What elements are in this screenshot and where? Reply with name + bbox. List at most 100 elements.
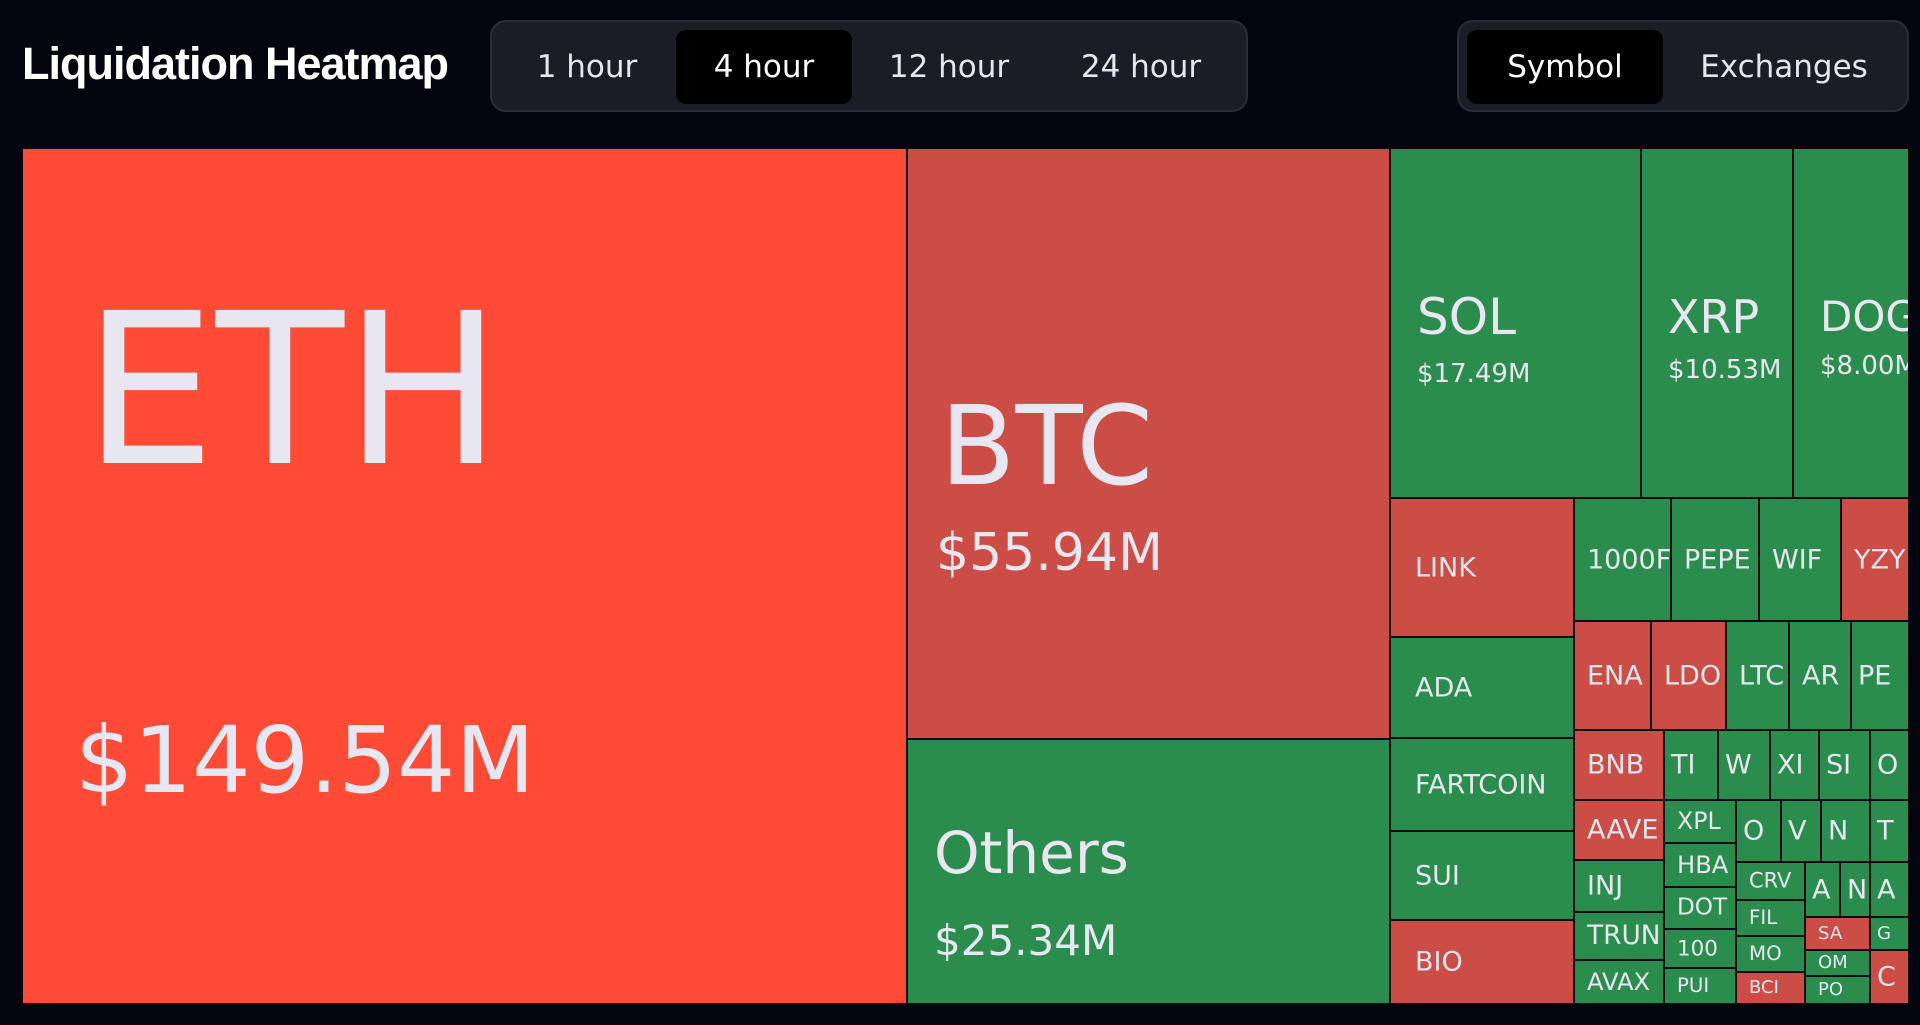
tab-24-hour[interactable]: 24 hour	[1080, 49, 1202, 85]
tile-symbol: BNB	[1587, 749, 1645, 781]
tile-fartcoin[interactable]: FARTCOIN	[1390, 738, 1574, 831]
tile-symbol: V	[1788, 815, 1807, 847]
tile-sa[interactable]: SA	[1805, 917, 1870, 950]
tile-symbol: XPL	[1677, 806, 1721, 835]
tile-sol[interactable]: SOL $17.49M	[1390, 148, 1641, 498]
tile-g[interactable]: G	[1870, 917, 1909, 950]
tile-symbol: ETH	[83, 268, 502, 513]
tile-symbol: LDO	[1664, 660, 1722, 691]
tile-symbol: W	[1725, 749, 1752, 781]
tile-ar[interactable]: AR	[1789, 621, 1851, 730]
tile-dog[interactable]: DOG $8.00M	[1793, 148, 1909, 498]
tile-value: $10.53M	[1668, 355, 1782, 385]
tile-hba[interactable]: HBA	[1664, 843, 1736, 887]
page-title: Liquidation Heatmap	[22, 38, 449, 89]
tile-symbol: N	[1847, 874, 1868, 905]
tile-v[interactable]: V	[1781, 800, 1821, 862]
tile-symbol: HBA	[1677, 850, 1729, 879]
tile-dot[interactable]: DOT	[1664, 887, 1736, 929]
tile-symbol: AR	[1802, 660, 1840, 691]
tile-aave[interactable]: AAVE	[1574, 800, 1664, 860]
tile-xi[interactable]: XI	[1770, 730, 1819, 800]
tile-si[interactable]: SI	[1819, 730, 1870, 800]
tile-value: $55.94M	[936, 523, 1163, 583]
tile-symbol: 100	[1677, 935, 1718, 961]
tile-1000f[interactable]: 1000F	[1574, 498, 1671, 621]
tile-symbol: ENA	[1587, 660, 1643, 691]
tile-link[interactable]: LINK	[1390, 498, 1574, 637]
liquidation-treemap: ETH $149.54M BTC $55.94M Others $25.34M SOL $17…	[22, 148, 1909, 1004]
tile-ti[interactable]: TI	[1664, 730, 1718, 800]
tab-symbol[interactable]: Symbol	[1467, 30, 1663, 104]
tile-symbol: Others	[934, 819, 1129, 887]
tile-sui[interactable]: SUI	[1390, 831, 1574, 920]
tile-symbol: MO	[1749, 942, 1782, 966]
tile-n[interactable]: N	[1821, 800, 1870, 862]
tile-symbol: ADA	[1415, 672, 1473, 703]
tile-n[interactable]: N	[1840, 862, 1870, 917]
tile-symbol: O	[1743, 815, 1765, 847]
tile-symbol: PE	[1858, 660, 1892, 691]
view-selector: Symbol Exchanges	[1457, 20, 1909, 112]
tile-eth[interactable]: ETH $149.54M	[22, 148, 907, 1004]
tile-symbol: SI	[1826, 749, 1852, 781]
tile-pepe[interactable]: PEPE	[1671, 498, 1759, 621]
tile-xrp[interactable]: XRP $10.53M	[1641, 148, 1793, 498]
tile-trun[interactable]: TRUN	[1574, 912, 1664, 960]
tile-symbol: FIL	[1749, 906, 1778, 930]
tile-bnb[interactable]: BNB	[1574, 730, 1664, 800]
tile-symbol: PEPE	[1684, 544, 1751, 575]
tile-w[interactable]: W	[1718, 730, 1770, 800]
tile-crv[interactable]: CRV	[1736, 862, 1805, 900]
tile-value: $8.00M	[1820, 351, 1909, 381]
tab-exchanges[interactable]: Exchanges	[1700, 49, 1868, 85]
tile-pui[interactable]: PUI	[1664, 968, 1736, 1004]
tile-a[interactable]: A	[1870, 862, 1909, 917]
tile-others[interactable]: Others $25.34M	[907, 739, 1390, 1004]
tile-bci[interactable]: BCI	[1736, 972, 1805, 1004]
tile-yzy[interactable]: YZY	[1841, 498, 1909, 621]
tab-12-hour[interactable]: 12 hour	[888, 49, 1010, 85]
tile-wif[interactable]: WIF	[1759, 498, 1841, 621]
tile-ltc[interactable]: LTC	[1726, 621, 1789, 730]
tile-avax[interactable]: AVAX	[1574, 960, 1664, 1004]
tile-symbol: LINK	[1415, 552, 1476, 583]
tab-4-hour[interactable]: 4 hour	[676, 30, 852, 104]
tile-ena[interactable]: ENA	[1574, 621, 1651, 730]
tile-symbol: XRP	[1668, 290, 1760, 344]
tile-ada[interactable]: ADA	[1390, 637, 1574, 738]
tile-inj[interactable]: INJ	[1574, 860, 1664, 912]
tile-o[interactable]: O	[1736, 800, 1781, 862]
tile-symbol: DOT	[1677, 894, 1728, 921]
tile-symbol: A	[1812, 874, 1831, 905]
tile-mo[interactable]: MO	[1736, 936, 1805, 972]
tile-btc[interactable]: BTC $55.94M	[907, 148, 1390, 739]
tile-om[interactable]: OM	[1805, 950, 1870, 976]
tile-bio[interactable]: BIO	[1390, 920, 1574, 1004]
tile-o[interactable]: O	[1870, 730, 1909, 800]
tile-symbol: PUI	[1677, 974, 1710, 998]
tile-value: $25.34M	[934, 916, 1118, 965]
tile-xpl[interactable]: XPL	[1664, 800, 1736, 843]
tile-symbol: PO	[1818, 979, 1844, 1000]
tile-symbol: DOG	[1820, 292, 1909, 341]
tab-1-hour[interactable]: 1 hour	[536, 49, 638, 85]
tile-symbol: OM	[1818, 952, 1848, 973]
tile-symbol: N	[1828, 815, 1849, 847]
tile-symbol: O	[1877, 749, 1899, 781]
tile-fil[interactable]: FIL	[1736, 900, 1805, 936]
tile-symbol: BTC	[940, 382, 1154, 510]
tile-t[interactable]: T	[1870, 800, 1909, 862]
tile-symbol: C	[1877, 961, 1896, 993]
tile-pe[interactable]: PE	[1851, 621, 1909, 730]
tile-c[interactable]: C	[1870, 950, 1909, 1004]
tile-po[interactable]: PO	[1805, 976, 1870, 1004]
tile-symbol: SOL	[1417, 288, 1516, 346]
tile-a[interactable]: A	[1805, 862, 1840, 917]
tile-100[interactable]: 100	[1664, 929, 1736, 968]
tile-symbol: BIO	[1415, 946, 1463, 978]
tile-symbol: INJ	[1587, 870, 1624, 902]
tile-value: $17.49M	[1417, 359, 1531, 389]
tile-symbol: AAVE	[1587, 814, 1659, 846]
tile-ldo[interactable]: LDO	[1651, 621, 1726, 730]
